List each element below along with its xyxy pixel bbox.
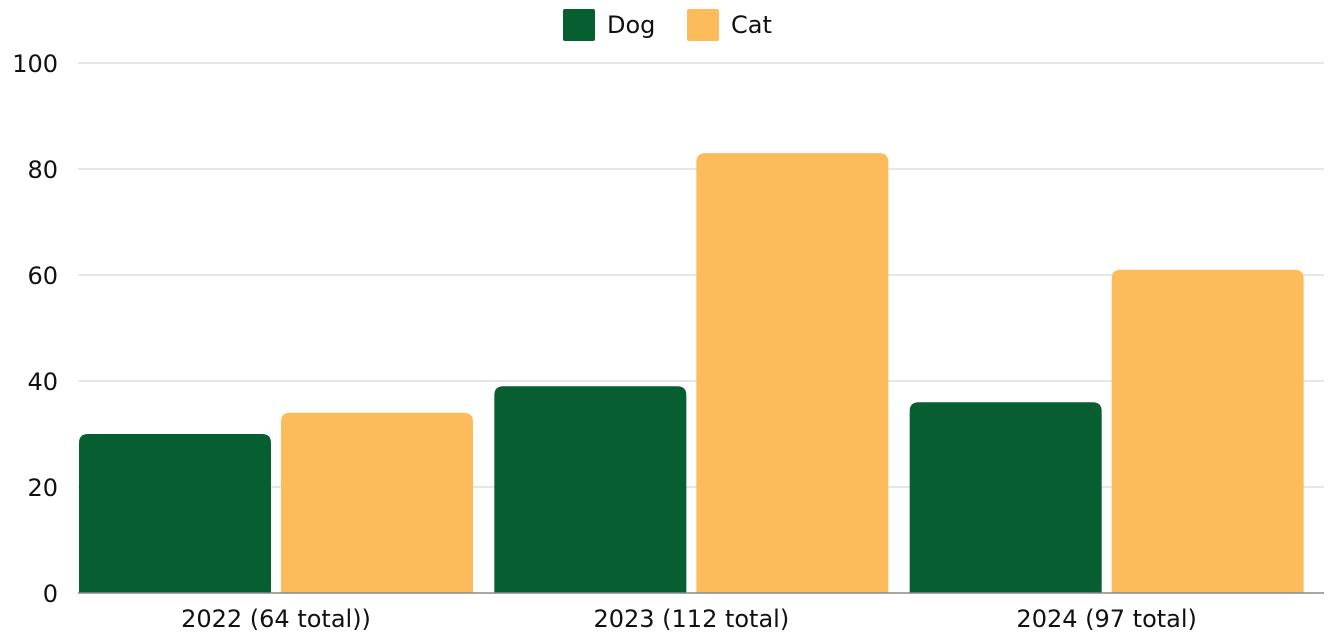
bar-dog-3 [909, 402, 1102, 593]
legend-label-cat: Cat [731, 11, 772, 39]
x-axis-labels: 2022 (64 total)) 2023 (112 total) 2024 (97… [181, 605, 1197, 633]
bar-dog-2 [494, 386, 687, 593]
x-tick-label-2: 2023 (112 total) [593, 605, 789, 633]
legend-swatch-dog [563, 9, 595, 41]
legend-swatch-cat [687, 9, 719, 41]
x-tick-label-3: 2024 (97 total) [1016, 605, 1196, 633]
y-tick-label-20: 20 [27, 474, 58, 502]
bars [79, 153, 1304, 593]
y-tick-label-60: 60 [27, 262, 58, 290]
legend-label-dog: Dog [607, 11, 655, 39]
y-tick-label-100: 100 [12, 50, 58, 78]
bar-dog-1 [79, 434, 271, 593]
legend: Dog Cat [563, 9, 772, 41]
bar-cat-1 [281, 412, 473, 593]
x-tick-label-1: 2022 (64 total)) [181, 605, 371, 633]
bar-cat-3 [1111, 269, 1304, 593]
y-tick-label-80: 80 [27, 156, 58, 184]
y-tick-label-40: 40 [27, 368, 58, 396]
y-tick-label-0: 0 [43, 580, 58, 608]
bar-cat-2 [696, 153, 889, 593]
y-axis-ticks: 0 20 40 60 80 100 [12, 50, 58, 608]
